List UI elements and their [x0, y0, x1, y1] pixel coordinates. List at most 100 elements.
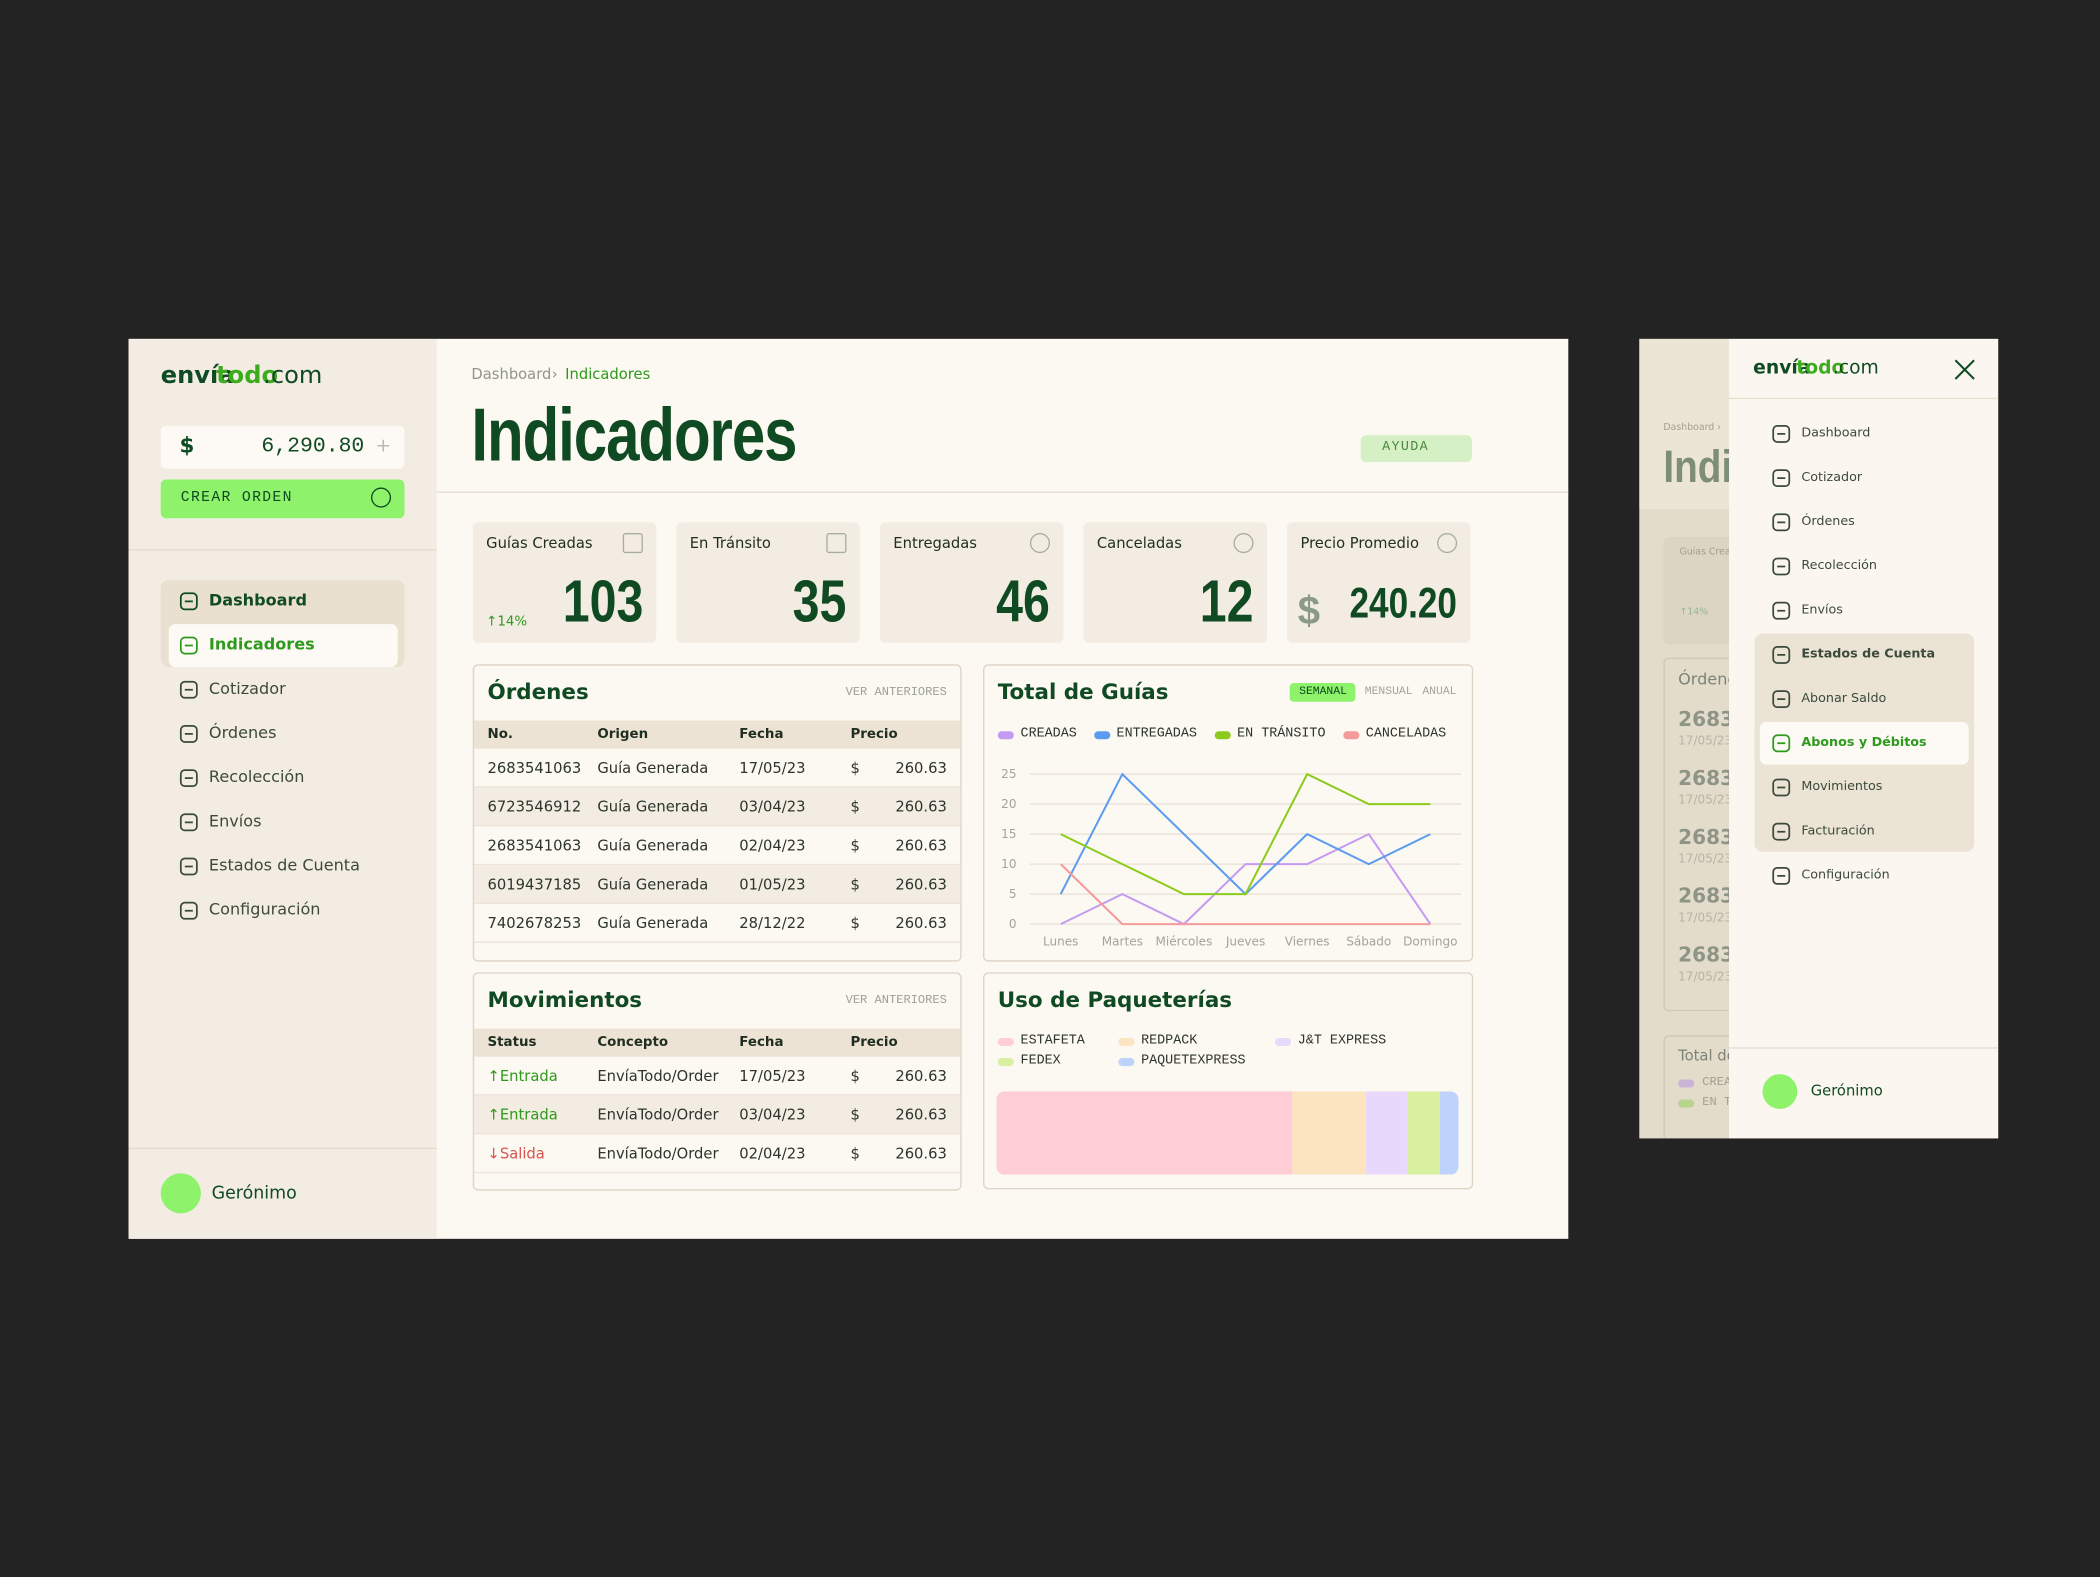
panel-link[interactable]: VER ANTERIORES [845, 685, 947, 700]
legend-swatch [997, 1058, 1014, 1067]
stat-icon [622, 533, 643, 554]
cell: $ [850, 1067, 860, 1085]
cell: 03/04/23 [739, 1106, 806, 1124]
column-header: Fecha [739, 1034, 784, 1050]
nav-item: Movimientos [1801, 779, 1883, 794]
logo-part: todo [1796, 357, 1845, 380]
x-tick-label: Miércoles [1155, 935, 1212, 949]
cell: $ [850, 836, 860, 855]
bar-segment [1439, 1091, 1459, 1175]
legend-swatch [997, 1037, 1014, 1046]
faded-text: Dashboard › [1663, 422, 1722, 433]
avatar [1762, 1074, 1798, 1109]
nav-item: Abonos y Débitos [1801, 734, 1927, 750]
nav-item: Órdenes [1801, 513, 1855, 529]
divider [128, 549, 437, 551]
create-order-label: CREAR ORDEN [180, 490, 293, 507]
bar-segment [996, 1091, 1293, 1175]
panel-title: Movimientos [487, 987, 643, 1013]
plus-icon [370, 487, 392, 508]
row-divider [474, 786, 961, 788]
nav-icon [1772, 734, 1791, 753]
breadcrumb-current: Indicadores [565, 365, 651, 383]
stat-label: Entregadas [893, 534, 977, 552]
column-header: Status [487, 1034, 537, 1050]
line-chart: 0 5 10 15 20 25 Lunes Martes Miércoles Jueves Vier… [1001, 767, 1462, 949]
bar-segment [1292, 1091, 1367, 1175]
cell: $ [850, 1145, 860, 1163]
stat-value: 103 [562, 568, 643, 635]
panel: Uso de Paqueterías ESTAFETA REDPACK J&T EXP… [983, 972, 1474, 1190]
create-order-button[interactable]: CREAR ORDEN [160, 479, 405, 519]
balance-add: + [375, 435, 392, 458]
cell: 260.63 [895, 914, 947, 933]
y-tick-label: 0 [1009, 917, 1017, 931]
user-name: Gerónimo [1810, 1082, 1883, 1100]
nav-item: Recolección [1801, 558, 1877, 573]
legend-label: ESTAFETA [1020, 1033, 1085, 1048]
cell: 2683541063 [487, 836, 582, 855]
faded-text: 17/05/23 [1678, 794, 1733, 808]
series-line [1060, 832, 1432, 926]
stat-card: Canceladas 12 [1083, 522, 1267, 643]
row-divider [474, 902, 961, 905]
tab[interactable]: ANUAL [1422, 684, 1457, 699]
stat-card: En Tránsito 35 [676, 522, 860, 643]
cell: Guía Generada [597, 759, 709, 777]
panel-link[interactable]: VER ANTERIORES [845, 993, 947, 1008]
y-tick-label: 10 [1001, 857, 1016, 871]
nav-icon [179, 769, 198, 788]
nav-icon [1772, 469, 1791, 488]
tab[interactable]: MENSUAL [1364, 684, 1413, 699]
nav-icon [1772, 822, 1791, 841]
logo-part: envía [160, 361, 235, 390]
nav-item: Facturación [1801, 823, 1875, 839]
tab[interactable]: SEMANAL [1299, 684, 1347, 699]
help-button[interactable]: AYUDA [1360, 435, 1472, 463]
nav-active [168, 624, 398, 667]
user-name: Gerónimo [211, 1183, 297, 1204]
nav-icon [1772, 425, 1791, 443]
nav-item: Estados de Cuenta [208, 856, 360, 876]
cell: 17/05/23 [739, 759, 806, 777]
row-divider [474, 1094, 961, 1096]
cell: 260.63 [895, 798, 947, 816]
faded-text: 2683 [1678, 765, 1735, 790]
help-label: AYUDA [1382, 439, 1430, 455]
row-stripe [474, 1095, 961, 1135]
panel-title: Órdenes [487, 679, 589, 705]
row-divider [474, 1133, 961, 1135]
series-line [1060, 772, 1431, 896]
faded-text: 2683 [1678, 942, 1735, 967]
logo-part: envía [1753, 357, 1811, 380]
cell: 6723546912 [487, 798, 582, 816]
cell: Guía Generada [597, 836, 709, 855]
nav-icon [179, 592, 198, 611]
cell: 260.63 [895, 875, 947, 894]
panel: Órdenes VER ANTERIORES No. Origen Fecha Preci… [472, 664, 962, 962]
cell: 6019437185 [487, 875, 582, 894]
stat-change: ↑14% [486, 614, 528, 629]
cell: EnvíaTodo/Order [597, 1067, 719, 1085]
stat-icon [826, 533, 847, 554]
legend-label: FEDEX [1020, 1053, 1061, 1069]
close-button[interactable] [1953, 358, 1977, 382]
logo-part: todo [216, 361, 279, 390]
cell: $ [850, 914, 860, 933]
stat-icon [1233, 533, 1254, 554]
nav-icon [1772, 778, 1791, 797]
column-header: Origen [597, 726, 649, 742]
sidebar: envía todo .com $6,290.80 + CREAR ORDEN Dashbo… [128, 338, 437, 1239]
nav-item: Indicadores [208, 635, 315, 655]
stat-label: Canceladas [1096, 534, 1182, 552]
balance-symbol: $ [179, 432, 195, 459]
faded-text: 17/05/23 [1678, 853, 1733, 867]
y-tick-label: 5 [1009, 887, 1017, 901]
legend-label: PAQUETEXPRESS [1141, 1053, 1246, 1069]
faded-text: Total de [1678, 1047, 1736, 1065]
cell: 260.63 [895, 1145, 947, 1163]
faded-text: 17/05/23 [1678, 971, 1733, 985]
row-divider [474, 863, 961, 866]
column-header: Fecha [739, 726, 784, 742]
